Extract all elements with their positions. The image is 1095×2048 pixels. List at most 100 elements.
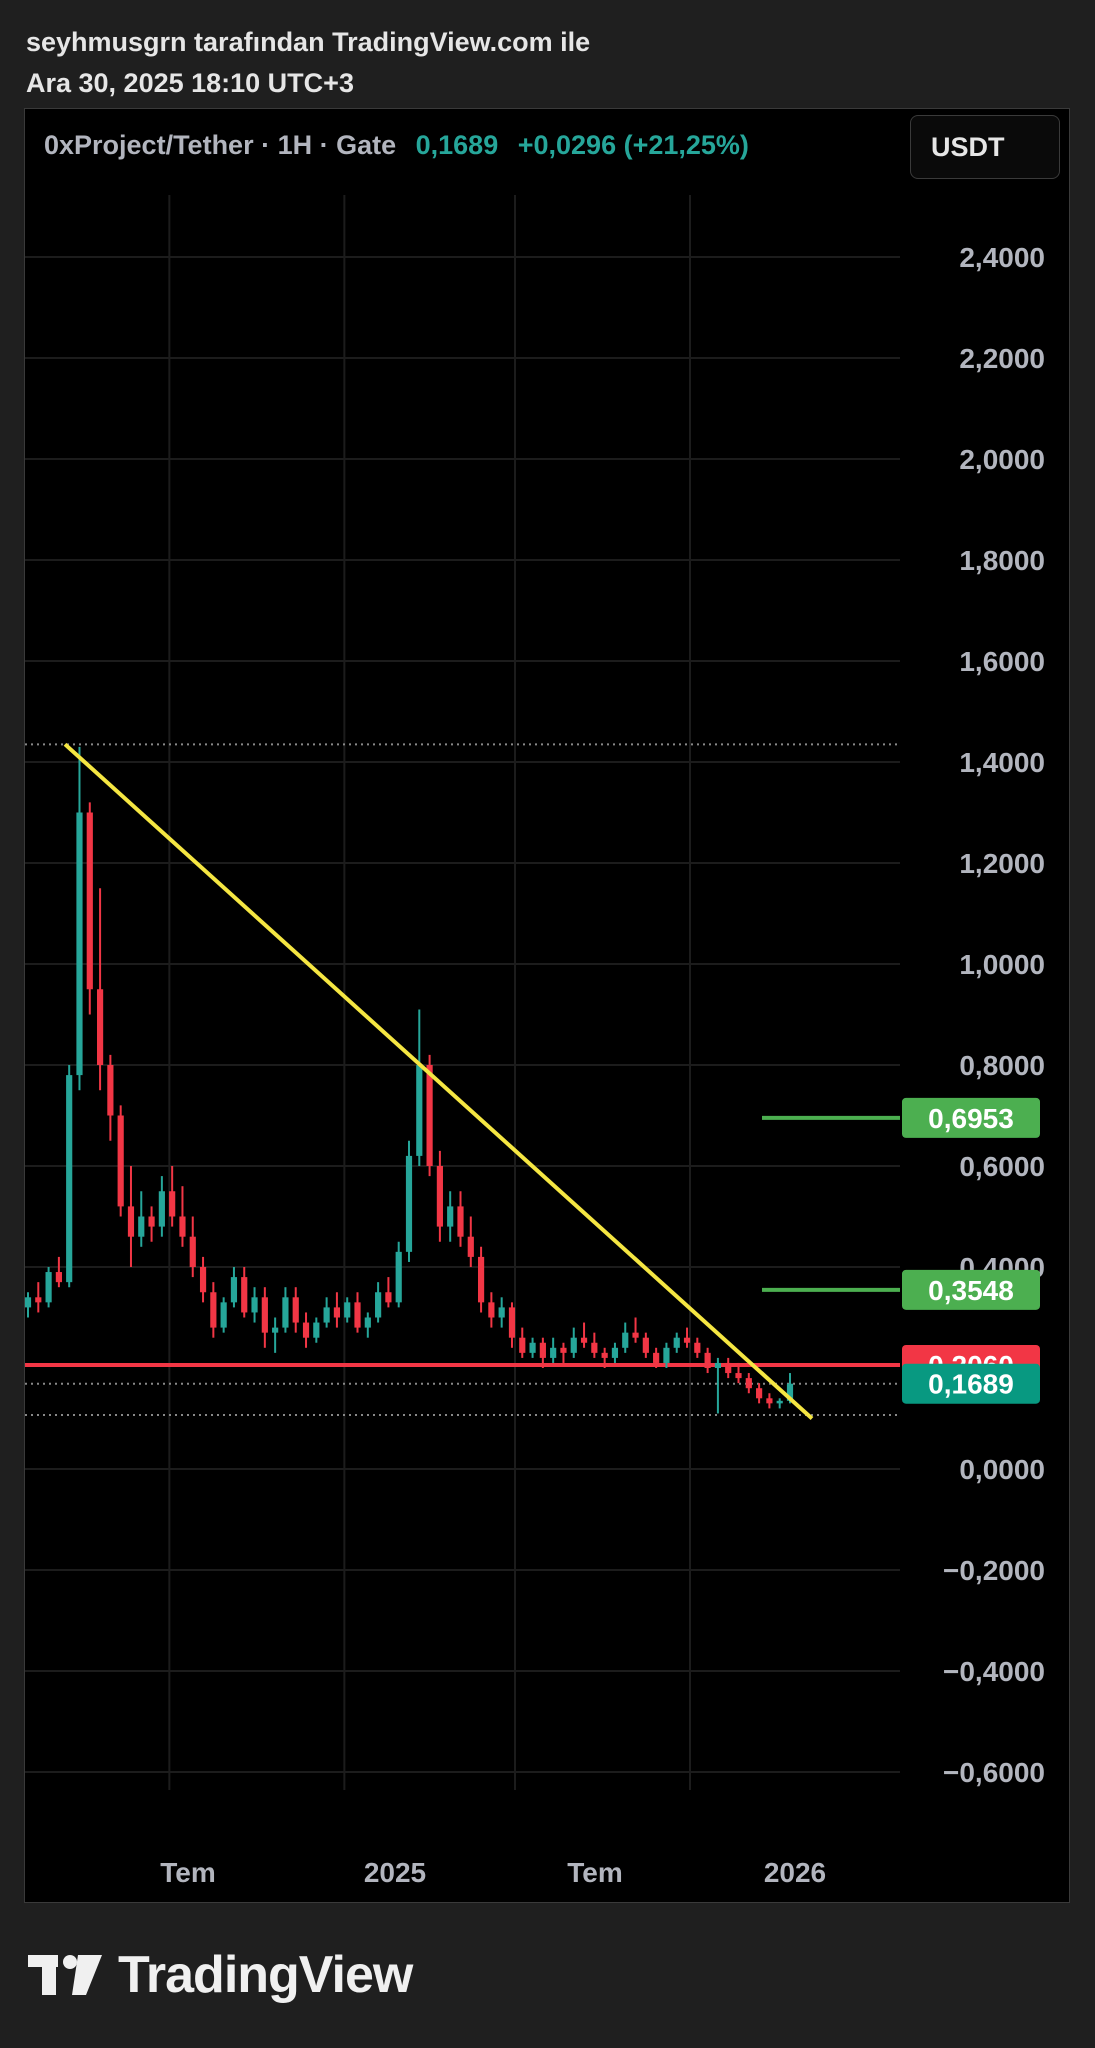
timestamp-line: Ara 30, 2025 18:10 UTC+3 (26, 68, 354, 98)
candle-body (622, 1332, 629, 1348)
y-axis-tick-label: −0,2000 (943, 1555, 1045, 1586)
candle-body (220, 1302, 227, 1328)
candle-body (529, 1342, 536, 1353)
candle-body (632, 1332, 639, 1338)
candle-body (375, 1292, 382, 1318)
y-axis-tick-label: 0,6000 (959, 1151, 1045, 1182)
y-axis-tick-label: −0,4000 (943, 1656, 1045, 1687)
candle-body (364, 1317, 371, 1328)
last-price: 0,1689 (415, 130, 499, 160)
candle-body (756, 1388, 763, 1399)
publish-header: seyhmusgrn tarafından TradingView.com il… (26, 22, 590, 104)
y-axis-tick-label: −0,6000 (943, 1757, 1045, 1788)
y-axis-tick-label: 1,6000 (959, 646, 1045, 677)
chart-frame[interactable] (24, 108, 1070, 1903)
candle-body (663, 1347, 670, 1363)
price-label-text: 0,6953 (928, 1103, 1014, 1134)
candle-body (498, 1307, 505, 1318)
candle-body (323, 1307, 330, 1323)
candle-body (591, 1342, 598, 1353)
candle-body (467, 1236, 474, 1257)
y-axis-tick-label: 0,0000 (959, 1454, 1045, 1485)
y-axis-tick-label: 2,2000 (959, 343, 1045, 374)
author-line: seyhmusgrn tarafından TradingView.com il… (26, 27, 591, 57)
descending-trendline (63, 742, 814, 1420)
candle-body (199, 1267, 207, 1293)
price-label-text: 0,3548 (928, 1275, 1014, 1306)
candle-body (333, 1307, 341, 1318)
candle-body (560, 1347, 567, 1353)
candle-body (138, 1216, 145, 1237)
candle-body (519, 1337, 526, 1353)
candle-body (313, 1322, 320, 1338)
candle-body (704, 1352, 711, 1368)
price-change: +0,0296 (+21,25%) (517, 130, 749, 160)
candle-body (96, 989, 104, 1065)
candle-body (539, 1342, 546, 1358)
candle-body (292, 1297, 299, 1323)
candle-body (117, 1115, 124, 1207)
candle-body (776, 1400, 783, 1404)
candle-body (24, 1297, 32, 1308)
candle-body (282, 1297, 289, 1328)
y-axis-tick-label: 1,0000 (959, 949, 1045, 980)
candle-body (302, 1322, 310, 1338)
candle-body (261, 1297, 268, 1333)
y-axis-tick-label: 1,8000 (959, 545, 1045, 576)
candle-body (385, 1292, 392, 1303)
candle-body (550, 1347, 557, 1358)
candle-body (241, 1277, 248, 1313)
price-label-box (902, 1269, 1040, 1310)
candle-body (488, 1302, 495, 1318)
candle-body (251, 1297, 258, 1313)
candle-body (86, 812, 93, 990)
candle-body (447, 1206, 454, 1227)
candle-body (653, 1352, 660, 1363)
candle-body (354, 1302, 361, 1328)
y-axis-tick-label: 1,4000 (959, 747, 1045, 778)
price-label-text: 0,1689 (928, 1369, 1014, 1400)
candle-body (272, 1327, 279, 1333)
candle-body (189, 1236, 196, 1267)
candle-body (210, 1292, 217, 1328)
candle-body (127, 1206, 135, 1237)
candle-body (725, 1362, 732, 1374)
symbol-info: 0xProject/Tether · 1H · Gate (44, 130, 397, 160)
candle-body (673, 1337, 680, 1348)
candle-body (107, 1065, 114, 1116)
y-axis-tick-label: 1,2000 (959, 848, 1045, 879)
y-axis-tick-label: 2,4000 (959, 242, 1045, 273)
candle-body (694, 1342, 701, 1353)
candle-body (601, 1352, 608, 1358)
tradingview-logo: TradingView (28, 1945, 413, 2005)
candle-body (611, 1347, 619, 1358)
candle-body (683, 1337, 691, 1343)
candle-body (55, 1272, 62, 1283)
x-axis-tick-label: Tem (160, 1857, 216, 1888)
x-axis-tick-label: Tem (567, 1857, 623, 1888)
currency-button[interactable]: USDT (910, 115, 1060, 179)
y-axis-tick-label: 0,8000 (959, 1050, 1045, 1081)
tradingview-mark-icon (28, 1955, 102, 1995)
candle-body (426, 1065, 433, 1166)
candle-body (230, 1277, 238, 1303)
candle-body (148, 1216, 155, 1227)
candle-body (169, 1191, 176, 1217)
candle-body (786, 1383, 794, 1401)
candle-body (405, 1155, 413, 1252)
x-axis-tick-label: 2025 (364, 1857, 426, 1888)
candle-body (642, 1337, 649, 1353)
candle-body (45, 1272, 52, 1303)
candle-body (735, 1373, 742, 1379)
y-axis-tick-label: 2,0000 (959, 444, 1045, 475)
candle-body (179, 1216, 186, 1237)
candle-body (457, 1206, 464, 1237)
candle-body (570, 1337, 577, 1353)
x-axis-tick-label: 2026 (764, 1857, 826, 1888)
symbol-legend: 0xProject/Tether · 1H · Gate 0,1689 +0,0… (44, 130, 749, 161)
tradingview-wordmark: TradingView (118, 1946, 413, 2004)
candle-body (766, 1398, 773, 1404)
candle-body (477, 1256, 485, 1303)
price-label-box (902, 1363, 1040, 1404)
